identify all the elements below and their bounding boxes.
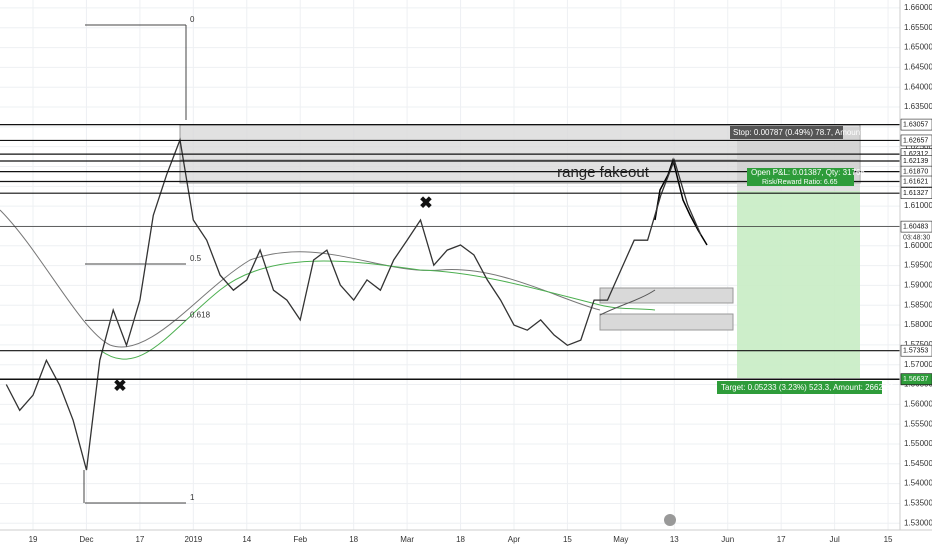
y-tick-label: 1.64500 [904,62,932,71]
x-tick-label: Jul [830,535,840,544]
moving-average [599,289,656,316]
price-level-label-bg [900,134,932,147]
fib-label: 1 [190,493,195,502]
fib-label: 0 [190,15,195,24]
y-tick-label: 1.57000 [904,360,932,369]
price-level-label-bg [900,175,932,188]
logo [664,514,676,526]
y-tick-label: 1.60000 [904,241,932,250]
labels: 1.53000 1.53500 1.54000 1.54500 1.55000 1.555… [29,3,932,544]
x-tick-label: May [613,535,628,544]
x-tick-label: 13 [670,535,679,544]
target-price-label-bg [900,373,932,385]
y-tick-label: 1.58500 [904,300,932,309]
target-zone [737,191,860,378]
last-price-label: 1.60483 [903,223,928,230]
moving-average [0,209,601,348]
price-level-label: 1.62312 [903,151,928,158]
y-tick-label: 1.54500 [904,459,932,468]
x-tick-label: 19 [29,535,38,544]
x-tick-label: 17 [777,535,786,544]
x-tick-label: 15 [563,535,572,544]
price-line [5,137,702,471]
price-level-label: 1.57353 [903,348,928,355]
x-tick-label: Apr [508,535,521,544]
x-tick-label: Feb [293,535,307,544]
risk-reward: Risk/Reward Ratio: 6.65 [762,179,838,186]
x-tick-label: 17 [135,535,144,544]
y-tick-label: 1.53000 [904,518,932,527]
x-tick-label: 14 [242,535,251,544]
stop-label: Stop: 0.00787 (0.49%) 78.7, Amount: 750 [733,128,881,137]
last-price-label-bg [900,220,932,233]
y-tick-label: 1.58000 [904,320,932,329]
x-tick-label: 18 [456,535,465,544]
x-tick-label: 15 [884,535,893,544]
countdown: 03:48:30 [903,234,930,241]
y-tick-label: 1.57500 [904,340,932,349]
target-label-bg [717,381,882,394]
price-level-label: 1.61327 [903,190,928,197]
y-tick-label: 1.59500 [904,261,932,270]
annotation: range fakeout [557,164,650,181]
y-tick-label: 1.63500 [904,102,932,111]
y-tick-label: 1.64000 [904,82,932,91]
price-level-label: 1.61621 [903,178,928,185]
y-tick-label: 1.54000 [904,479,932,488]
target-price-label: 1.56637 [903,376,928,383]
price-level-label: 1.63057 [903,121,928,128]
price-level-label-bg [900,187,932,199]
x-tick-label: 2019 [184,535,202,544]
fib-label: 0.5 [190,254,202,263]
x-tick-label: Jun [721,535,734,544]
y-tick-label: 1.53500 [904,499,932,508]
price-level-label-bg [900,344,932,357]
zone-box [599,287,734,304]
x-tick-label: Mar [400,535,414,544]
y-tick-label: 1.62500 [904,142,932,151]
y-tick-label: 1.55500 [904,419,932,428]
x-marker: ✖ [113,378,126,395]
price-level-label-bg [900,118,932,131]
x-marker: ✖ [419,195,432,212]
moving-average [99,260,656,360]
pnl-label-bg [747,168,854,186]
y-tick-label: 1.59000 [904,281,932,290]
zone-box [599,313,734,331]
fib-label: 0.618 [190,311,211,320]
target-label: Target: 0.05233 (3.23%) 523.3, Amount: 2… [721,383,895,392]
y-tick-label: 1.55000 [904,439,932,448]
price-level-label: 1.62139 [903,158,928,165]
pnl-label: Open P&L: 0.01387, Qty: 31766 [751,168,865,177]
price-level-label: 1.62657 [903,137,928,144]
y-tick-label: 1.61000 [904,201,932,210]
projection-drawing [654,157,708,246]
y-tick-label: 1.56000 [904,399,932,408]
y-tick-label: 1.65500 [904,23,932,32]
y-tick-label: 1.65000 [904,43,932,52]
x-tick-label: 18 [349,535,358,544]
stop-label-bg [730,126,843,139]
x-tick-label: Dec [79,535,93,544]
price-level-label: 1.61870 [903,168,928,175]
y-tick-label: 1.66000 [904,3,932,12]
